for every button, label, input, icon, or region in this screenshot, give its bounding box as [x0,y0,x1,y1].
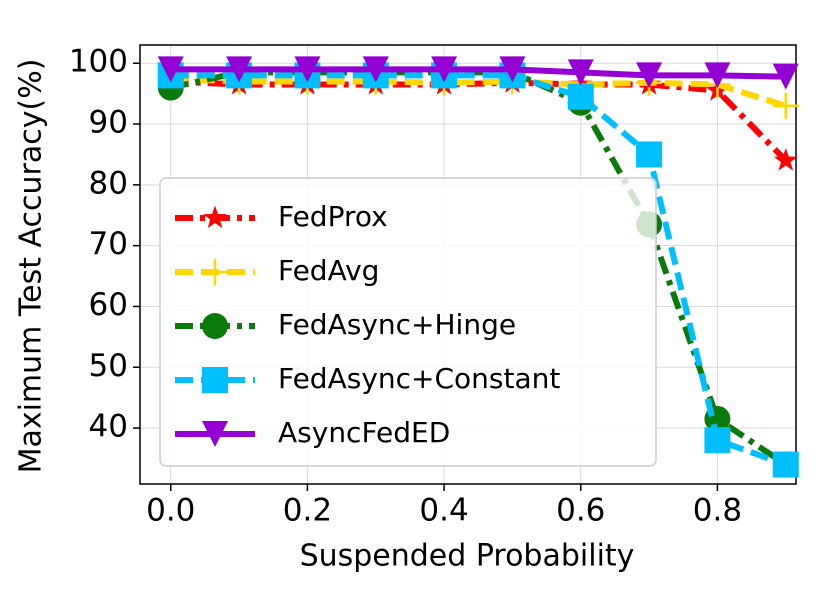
series-line [170,78,788,163]
legend-box [159,177,657,467]
y-tick-label: 50 [89,348,128,384]
y-tick-label: 80 [89,165,128,201]
marker [636,141,663,168]
y-tick-label: 90 [89,105,128,141]
marker [157,56,184,83]
marker [773,148,798,171]
legend-text: FedAsync+Constant [278,362,560,395]
series-line [170,69,788,468]
marker [226,56,253,83]
y-tick-label: 70 [89,226,128,262]
legend-text: FedAsync+Hinge [278,308,516,341]
legend-text: FedProx [278,200,388,233]
x-tick-label: 0.8 [693,493,742,529]
marker [567,83,594,110]
marker [772,451,799,478]
legend-marker [202,313,228,339]
legend-marker [202,421,228,447]
x-tick-label: 0.0 [146,493,195,529]
legend: FedProx FedAvg FedAsync+Hinge FedAsync+Cons… [159,177,657,467]
y-tick-label: 100 [69,44,128,80]
legend-text: AsyncFedED [278,416,450,449]
x-tick-label: 0.4 [419,493,468,529]
marker [636,62,663,89]
marker [294,56,321,83]
y-axis-label: Maximum Test Accuracy(%) [14,59,49,474]
plot-frame [139,44,797,485]
marker [772,63,799,90]
y-tick-label: 40 [89,409,128,445]
marker [499,56,526,83]
marker [567,59,594,86]
legend-text: FedAvg [278,254,379,287]
legend-marker [202,259,228,285]
x-tick-label: 0.6 [556,493,605,529]
series-line [170,66,786,80]
marker [362,56,389,83]
x-tick-label: 0.2 [283,493,332,529]
y-tick-label: 60 [89,287,128,323]
marker [704,62,731,89]
marker [704,427,731,454]
marker [431,56,458,83]
x-axis-label: Suspended Probability [300,539,635,574]
marker [772,92,799,119]
legend-marker [203,205,227,229]
legend-marker [202,367,228,393]
